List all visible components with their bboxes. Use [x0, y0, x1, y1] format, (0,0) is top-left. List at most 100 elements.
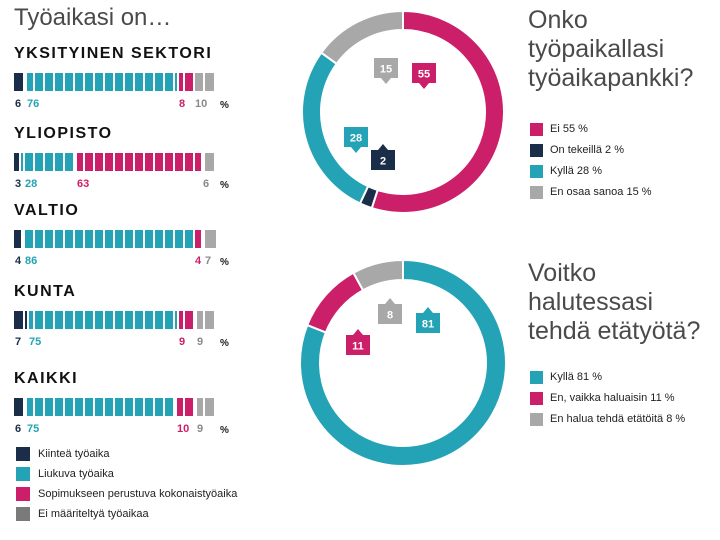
bar-divider	[73, 398, 75, 416]
bar-segment-liukuva-tyoaika	[22, 230, 194, 248]
bar-divider	[83, 73, 85, 91]
callout-box	[346, 329, 370, 355]
bar-divider	[113, 398, 115, 416]
chart-title: Työaikasi on…	[14, 4, 172, 31]
value-label-liukuva-tyoaika: 75	[27, 423, 40, 435]
sector-yliopisto: YLIOPISTO 3 28 63 6%	[14, 125, 244, 197]
value-label-kiintea-tyoaika: 6	[15, 423, 22, 435]
bar-divider	[153, 73, 155, 91]
bar-divider	[195, 311, 197, 329]
bar-segment-ei-maariteltya-tyoaikaa	[196, 311, 214, 329]
bar-divider	[113, 73, 115, 91]
legend-label: En osaa sanoa 15 %	[550, 186, 652, 198]
bar-divider	[83, 311, 85, 329]
slice-callout-kylla: 81	[416, 307, 440, 333]
bar-divider	[133, 73, 135, 91]
value-label-sopimukseen-perustuva-kokonaistyoaika: 63	[77, 178, 90, 190]
bar-divider	[63, 311, 65, 329]
bar-divider	[73, 73, 75, 91]
sector-name: KUNTA	[14, 283, 77, 300]
value-labels: 3 28 63 6%	[14, 178, 244, 192]
bar-divider	[173, 398, 175, 416]
bar-divider	[33, 311, 35, 329]
value-label-liukuva-tyoaika: 86	[25, 255, 38, 267]
callout-value: 8	[387, 310, 393, 322]
bar-divider	[183, 311, 185, 329]
bar-divider	[163, 398, 165, 416]
legend-label: On tekeillä 2 %	[550, 144, 624, 156]
value-label-sopimukseen-perustuva-kokonaistyoaika: 10	[177, 423, 190, 435]
slice-callout-ei: 55	[412, 63, 436, 89]
legend-swatch	[16, 467, 30, 481]
bar-divider	[43, 73, 45, 91]
stacked-bar	[14, 311, 214, 329]
bar-divider	[201, 230, 203, 248]
bar-divider	[93, 73, 95, 91]
bar-divider	[175, 398, 177, 416]
value-label-ei-maariteltya-tyoaikaa: 9	[197, 423, 204, 435]
sector-yksityinen-sektori: YKSITYINEN SEKTORI 6 76 8 10%	[14, 45, 244, 117]
bar-divider	[103, 230, 105, 248]
sector-name: VALTIO	[14, 202, 80, 219]
bar-divider	[23, 311, 25, 329]
bar-divider	[203, 311, 205, 329]
legend-swatch	[530, 371, 543, 384]
bar-divider	[25, 73, 27, 91]
legend-swatch	[530, 123, 543, 136]
bar-divider	[193, 153, 195, 171]
sector-name: YKSITYINEN SEKTORI	[14, 45, 213, 62]
bar-segment-sopimukseen-perustuva-kokonaistyoaika	[76, 153, 202, 171]
donut-slice-kylla	[301, 51, 370, 205]
bar-divider	[177, 311, 179, 329]
sector-kunta: KUNTA 7 75 9 9%	[14, 283, 244, 355]
bar-segment-sopimukseen-perustuva-kokonaistyoaika	[194, 230, 202, 248]
bar-divider	[63, 73, 65, 91]
value-labels: 7 75 9 9%	[14, 336, 244, 350]
bar-divider	[203, 153, 205, 171]
donut-slice-ei	[370, 9, 505, 214]
legend-label: Kyllä 28 %	[550, 165, 602, 177]
value-label-ei-maariteltya-tyoaikaa: 9	[197, 336, 204, 348]
donut-slice-kylla	[299, 258, 507, 467]
value-label-sopimukseen-perustuva-kokonaistyoaika: 9	[179, 336, 186, 348]
bar-divider	[123, 153, 125, 171]
bar-divider	[63, 398, 65, 416]
bar-divider	[123, 73, 125, 91]
bar-divider	[93, 153, 95, 171]
slice-callout-en-osaa-sanoa: 15	[374, 58, 398, 84]
callout-value: 55	[418, 69, 430, 81]
bar-divider	[143, 311, 145, 329]
percent-sign: %	[220, 257, 229, 268]
bar-divider	[43, 230, 45, 248]
value-label-liukuva-tyoaika: 28	[25, 178, 38, 190]
percent-sign: %	[220, 180, 229, 191]
value-label-sopimukseen-perustuva-kokonaistyoaika: 8	[179, 98, 186, 110]
bar-divider	[153, 311, 155, 329]
donut-slice-en-vaikka-haluaisin	[305, 271, 365, 334]
slice-callout-on-tekeilla: 2	[371, 144, 395, 170]
sector-name: YLIOPISTO	[14, 125, 113, 142]
donut-slice-on-tekeilla	[358, 184, 379, 210]
legend-swatch	[530, 186, 543, 199]
donut-slice-en-osaa-sanoa	[319, 9, 404, 66]
bar-divider	[63, 153, 65, 171]
slice-callout-kylla: 28	[344, 127, 368, 153]
bar-segment-kiintea-tyoaika	[14, 230, 22, 248]
value-label-liukuva-tyoaika: 75	[29, 336, 42, 348]
bar-segment-kiintea-tyoaika	[14, 153, 20, 171]
stacked-bar	[14, 230, 216, 248]
bar-segment-liukuva-tyoaika	[20, 153, 76, 171]
bar-divider	[23, 153, 25, 171]
callout-box	[412, 63, 436, 89]
bar-divider	[143, 398, 145, 416]
bar-divider	[153, 153, 155, 171]
bar-divider	[133, 230, 135, 248]
bar-divider	[193, 398, 195, 416]
bar-divider	[83, 153, 85, 171]
bar-divider	[73, 153, 75, 171]
bar-divider	[163, 230, 165, 248]
legend-label: Sopimukseen perustuva kokonaistyöaika	[38, 488, 238, 500]
bar-divider	[133, 311, 135, 329]
bar-divider	[21, 230, 23, 248]
bar-divider	[163, 73, 165, 91]
